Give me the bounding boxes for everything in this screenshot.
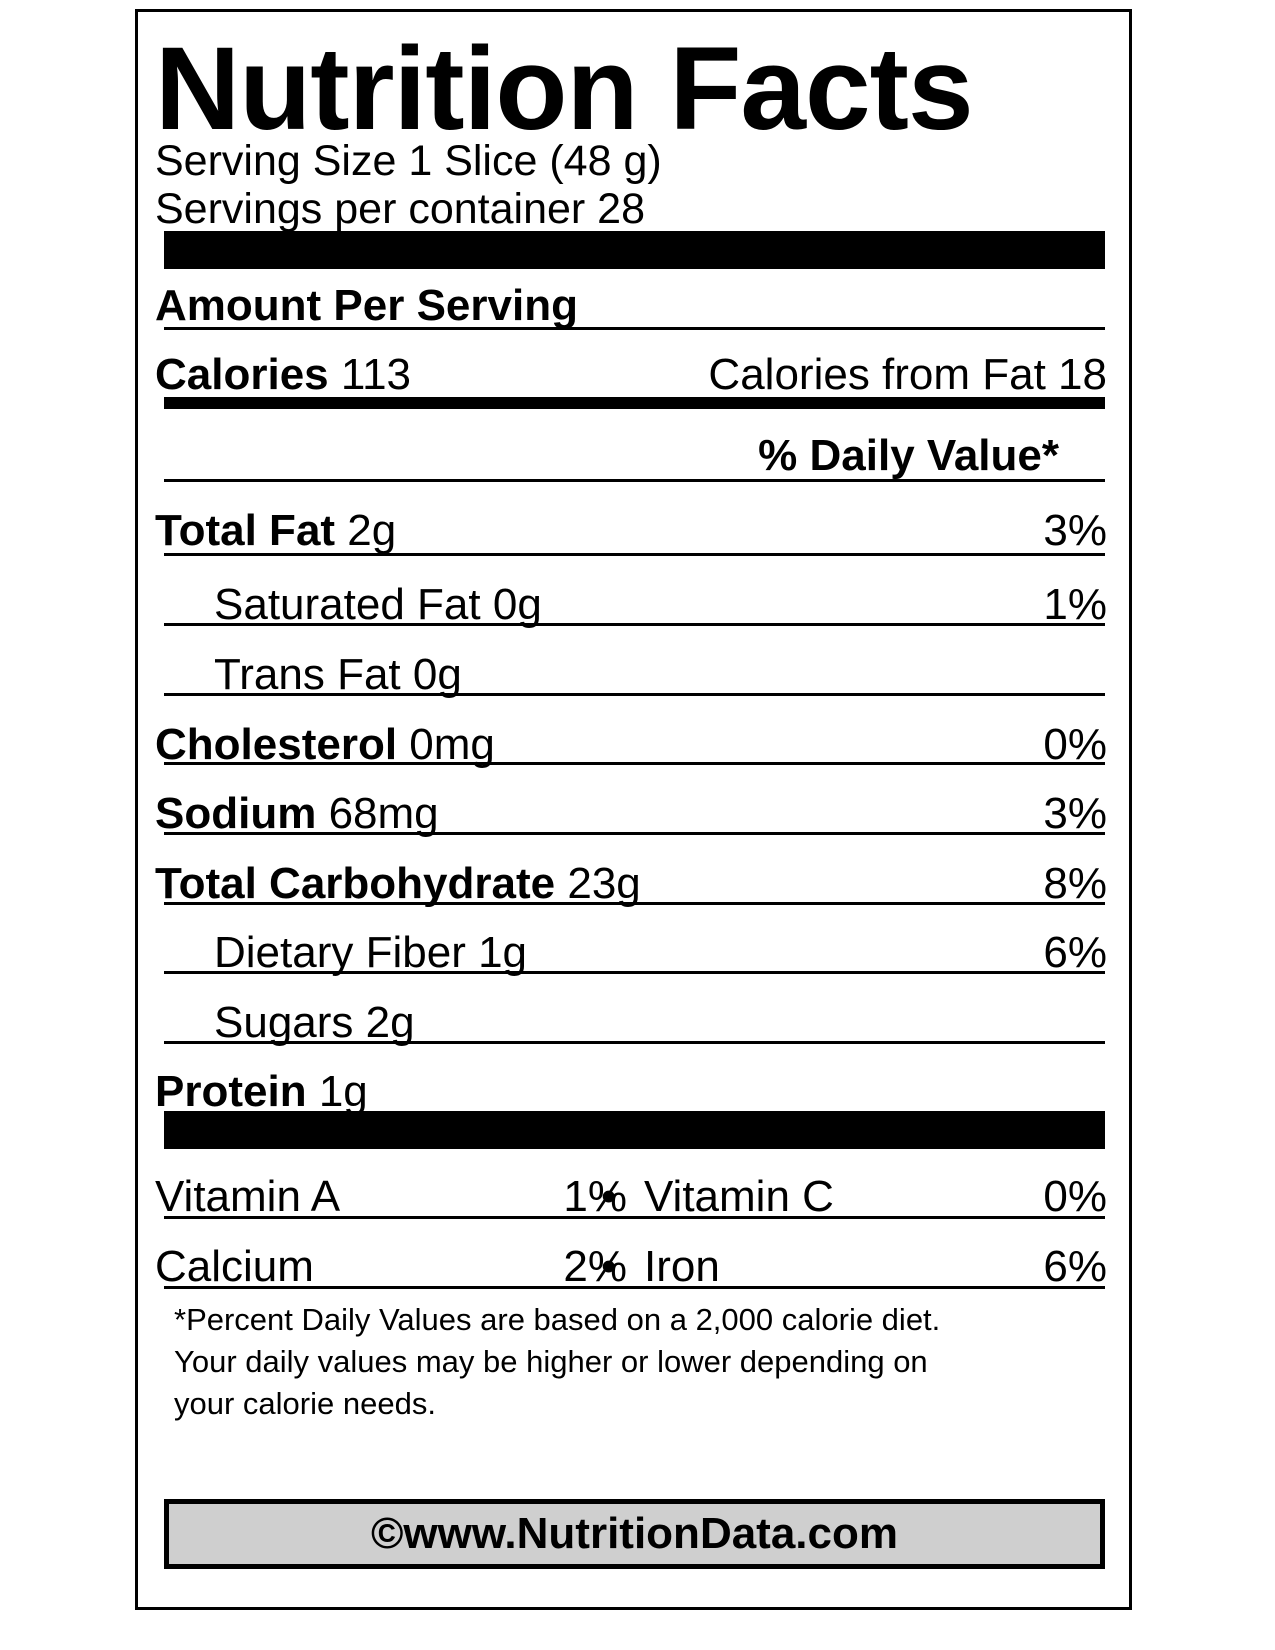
footnote-line: *Percent Daily Values are based on a 2,0…	[174, 1302, 941, 1337]
nutrient-label: Cholesterol	[155, 720, 398, 769]
calories-value: 113	[340, 350, 412, 399]
nutrient-amount: 1g	[318, 1067, 368, 1116]
nutrient-row-sodium: Sodium 68mg	[155, 792, 439, 836]
vitamin-a-label: Vitamin A	[155, 1172, 341, 1221]
divider	[164, 762, 1105, 765]
nutrient-label: Sodium	[155, 789, 317, 838]
nutrient-dv: 6%	[1043, 928, 1107, 977]
footnote-line: Your daily values may be higher or lower…	[174, 1344, 928, 1379]
calcium-label: Calcium	[155, 1242, 314, 1291]
nutrient-label: Trans Fat	[214, 650, 401, 699]
nutrient-label: Saturated Fat	[214, 580, 481, 629]
nutrient-amount: 1g	[478, 928, 528, 977]
nutrient-amount: 0g	[492, 580, 542, 629]
nutrient-row-sugars: Sugars 2g	[214, 1001, 415, 1045]
nutrient-dv: 8%	[1043, 859, 1107, 908]
nutrient-dv: 1%	[1043, 580, 1107, 629]
iron-dv: 6%	[1043, 1242, 1107, 1291]
nutrient-row-cholesterol: Cholesterol 0mg	[155, 723, 495, 767]
calories-row: Calories 113	[155, 353, 411, 397]
nutrient-row-total-fat: Total Fat 2g	[155, 509, 396, 553]
nutrient-amount: 68mg	[328, 789, 439, 838]
divider	[164, 902, 1105, 905]
nutrient-dv: 3%	[1043, 789, 1107, 838]
footnote-line: your calorie needs.	[174, 1386, 436, 1421]
nutrient-dv: 0%	[1043, 720, 1107, 769]
divider	[164, 623, 1105, 626]
nutrient-dv: 3%	[1043, 506, 1107, 555]
nutrient-label: Sugars	[214, 998, 354, 1047]
divider	[164, 1041, 1105, 1044]
nutrient-amount: 23g	[567, 859, 641, 908]
divider	[164, 971, 1105, 974]
nutrient-row-total-carbohydrate: Total Carbohydrate 23g	[155, 862, 641, 906]
nutrient-amount: 2g	[365, 998, 415, 1047]
nutrient-amount: 0mg	[409, 720, 495, 769]
divider	[164, 832, 1105, 835]
calcium-dv: 2%	[563, 1242, 627, 1291]
amount-per-serving: Amount Per Serving	[155, 281, 578, 330]
divider	[164, 553, 1105, 556]
daily-value-header: % Daily Value*	[758, 431, 1059, 480]
thick-divider	[164, 231, 1105, 269]
nutrient-row-dietary-fiber: Dietary Fiber 1g	[214, 931, 527, 975]
copyright-box: ©www.NutritionData.com	[164, 1499, 1105, 1569]
nutrient-label: Dietary Fiber	[214, 928, 466, 977]
divider	[164, 327, 1105, 330]
calories-from-fat: Calories from Fat 18	[708, 350, 1107, 399]
medium-divider	[164, 397, 1105, 409]
vitamin-a-dv: 1%	[563, 1172, 627, 1221]
vitamin-c-label: Vitamin C	[644, 1172, 834, 1221]
iron-label: Iron	[644, 1242, 720, 1291]
nutrient-row-trans-fat: Trans Fat 0g	[214, 653, 462, 697]
divider	[164, 479, 1105, 482]
divider	[164, 693, 1105, 696]
nutrient-label: Total Fat	[155, 506, 336, 555]
servings-per-container: Servings per container 28	[155, 185, 646, 233]
vitamin-c-dv: 0%	[1043, 1172, 1107, 1221]
bullet-separator: •	[601, 1172, 617, 1221]
nutrient-label: Protein	[155, 1067, 307, 1116]
divider	[164, 1216, 1105, 1219]
bullet-separator: •	[601, 1242, 617, 1291]
nutrient-row-protein: Protein 1g	[155, 1070, 368, 1114]
calories-label: Calories	[155, 350, 329, 399]
nutrient-label: Total Carbohydrate	[155, 859, 556, 908]
label-title: Nutrition Facts	[155, 23, 974, 155]
copyright-text: ©www.NutritionData.com	[370, 1509, 899, 1558]
serving-size: Serving Size 1 Slice (48 g)	[155, 137, 662, 185]
nutrient-row-saturated-fat: Saturated Fat 0g	[214, 583, 542, 627]
divider	[164, 1286, 1105, 1289]
nutrient-amount: 2g	[347, 506, 397, 555]
nutrition-label: Nutrition Facts Serving Size 1 Slice (48…	[135, 9, 1132, 1610]
nutrient-amount: 0g	[412, 650, 462, 699]
thick-divider	[164, 1111, 1105, 1149]
